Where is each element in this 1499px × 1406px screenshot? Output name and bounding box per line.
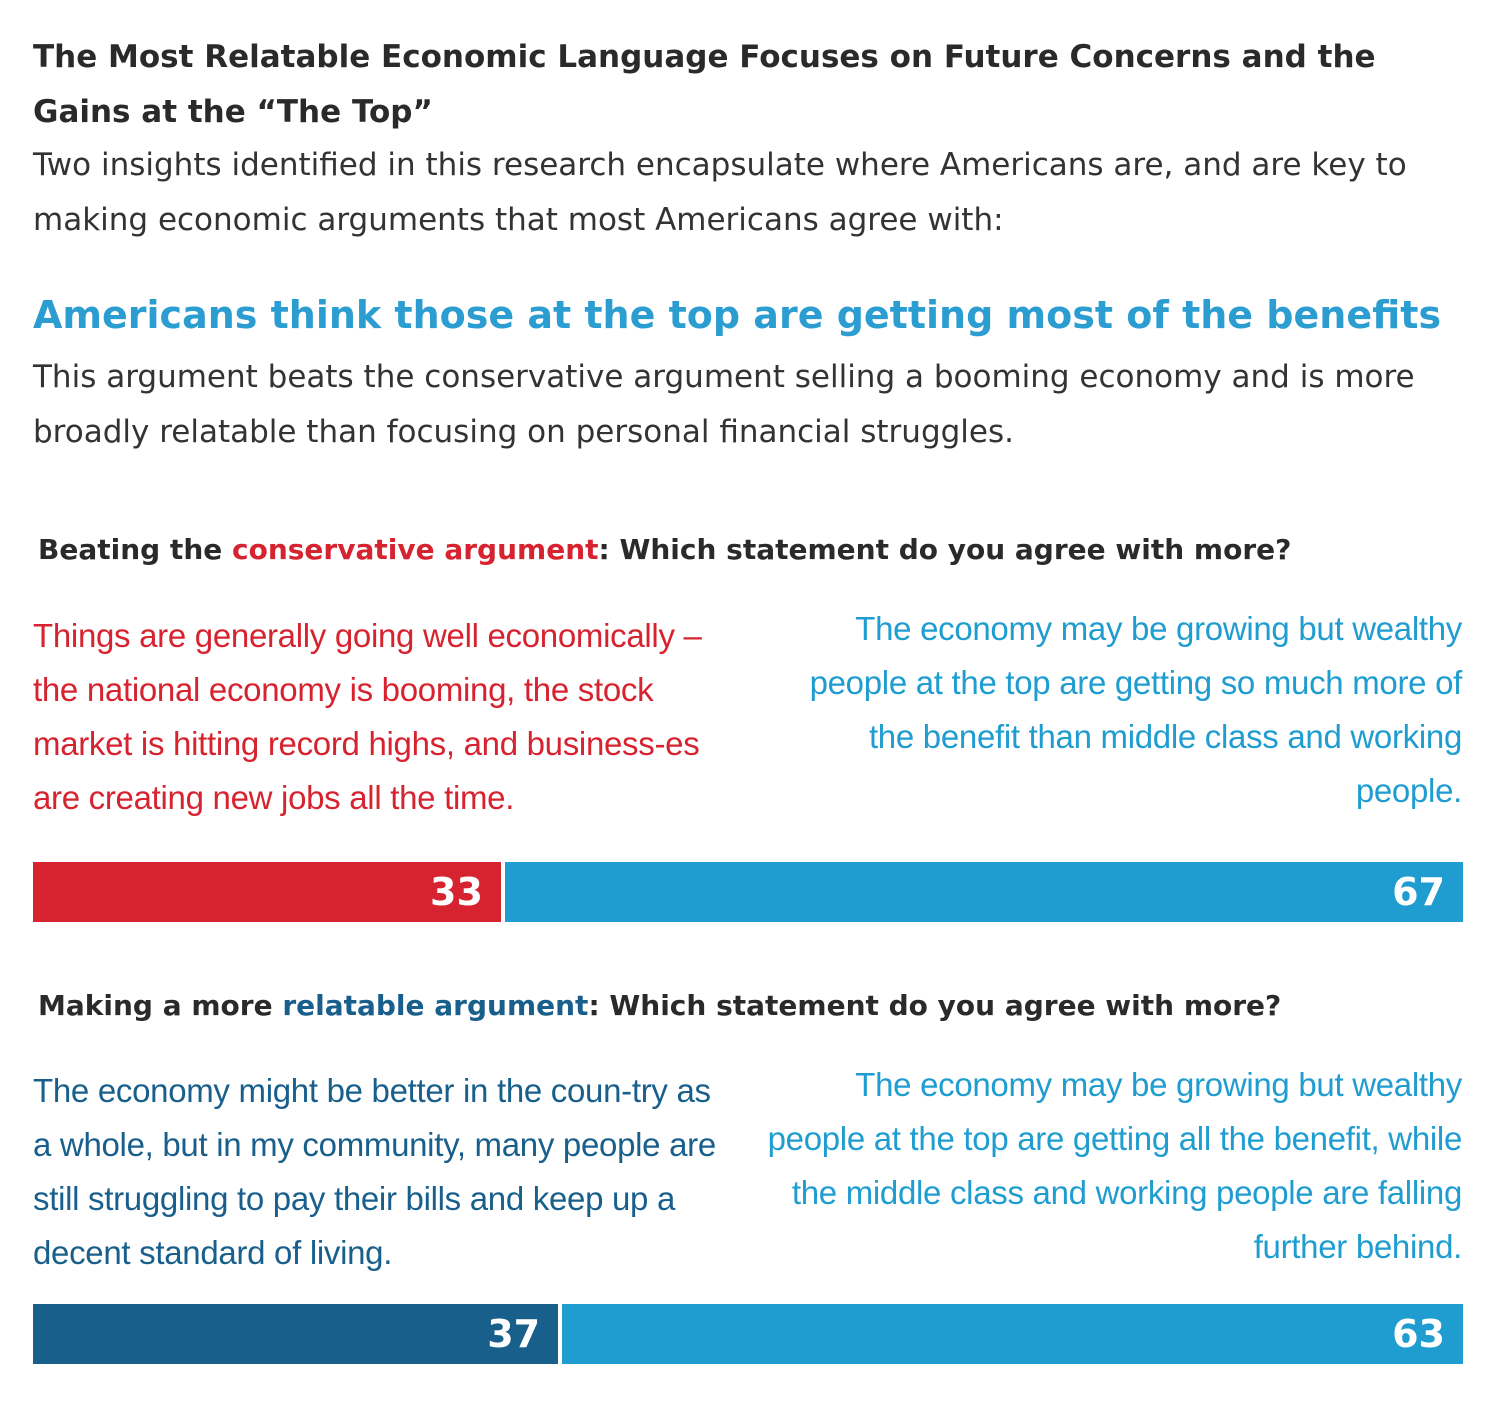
chart-1-left-statement: Things are generally going well economic…: [33, 617, 702, 816]
chart-1-heading-highlight: conservative argument: [232, 533, 599, 566]
chart-2-heading-prefix: Making a more: [38, 989, 283, 1022]
chart-2-value-label-left: 37: [487, 1312, 541, 1356]
chart-2-bar-segment-right: 63: [562, 1304, 1463, 1364]
intro-text: Two insights identified in this research…: [33, 147, 1407, 238]
chart-2-bar-segment-left: 37: [33, 1304, 563, 1364]
chart-1-heading-suffix: : Which statement do you agree with more…: [598, 533, 1292, 566]
headline: Americans think those at the top are get…: [33, 293, 1442, 337]
body-text: This argument beats the conservative arg…: [33, 359, 1415, 450]
chart-1-heading: Beating the conservative argument: Which…: [38, 530, 1478, 570]
chart-2-bar: 37 63: [33, 1304, 1463, 1364]
chart-1-bar-segment-left: 33: [33, 862, 505, 922]
chart-2-right-statement: The economy may be growing but wealthy p…: [767, 1066, 1463, 1265]
chart-1-bar: 33 67: [33, 862, 1463, 922]
chart-1-heading-prefix: Beating the: [38, 533, 232, 566]
page-title: The Most Relatable Economic Language Foc…: [33, 39, 1376, 130]
chart-2-heading-highlight: relatable argument: [282, 989, 589, 1022]
chart-2-left-statement: The economy might be better in the coun-…: [33, 1072, 716, 1271]
chart-2-heading: Making a more relatable argument: Which …: [38, 986, 1478, 1026]
chart-1-bar-segment-right: 67: [504, 862, 1463, 922]
chart-1-value-label-left: 33: [430, 870, 483, 914]
chart-2-value-label-right: 63: [1392, 1312, 1445, 1356]
chart-1-value-label-right: 67: [1392, 870, 1445, 914]
chart-2-heading-suffix: : Which statement do you agree with more…: [588, 989, 1282, 1022]
chart-1-right-statement: The economy may be growing but wealthy p…: [809, 610, 1463, 809]
